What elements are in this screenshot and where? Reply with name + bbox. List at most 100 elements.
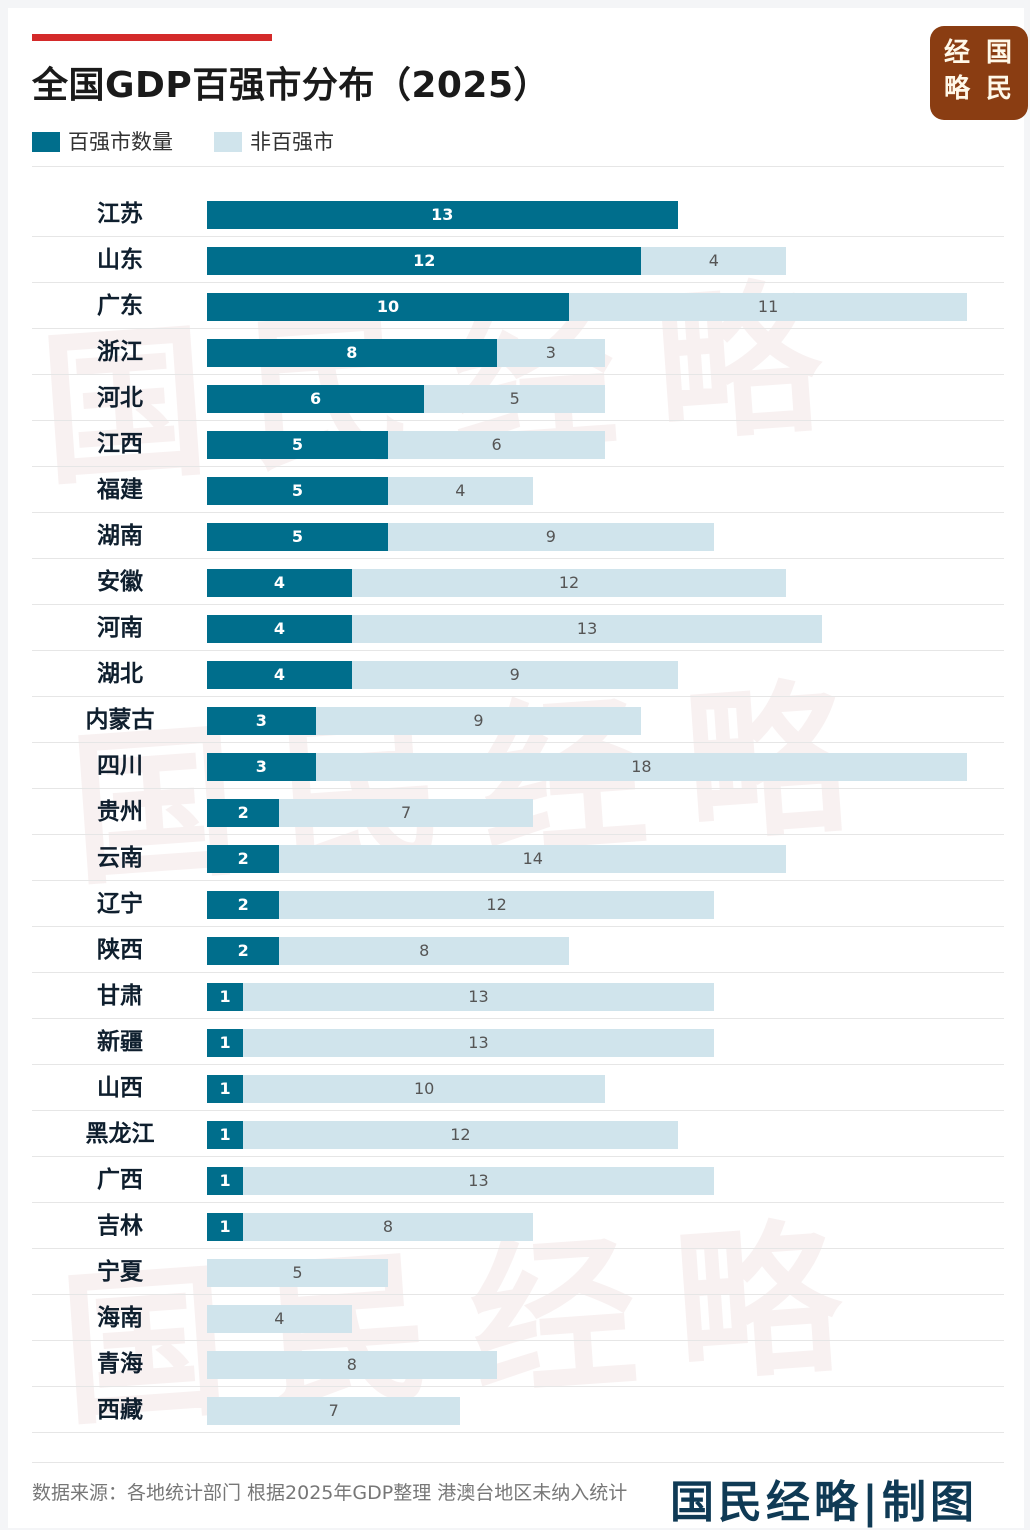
bar-segment-non-top100: 4	[388, 477, 533, 505]
category-label: 西藏	[97, 1397, 143, 1423]
legend-swatch-non-top100	[214, 132, 242, 152]
bar-segment-non-top100: 7	[279, 799, 533, 827]
category-label: 辽宁	[97, 891, 143, 917]
bar-segment-top100: 4	[207, 569, 352, 597]
row-divider	[32, 558, 1004, 559]
bar-segment-top100: 2	[207, 799, 280, 827]
bar-segment-top100: 1	[207, 1075, 244, 1103]
bar-segment-non-top100: 8	[279, 937, 569, 965]
row-divider	[32, 880, 1004, 881]
category-label: 山东	[97, 247, 143, 273]
bar-segment-top100: 5	[207, 431, 388, 459]
bar-segment-top100: 2	[207, 891, 280, 919]
logo-char: 民	[986, 74, 1013, 104]
row-divider	[32, 742, 1004, 743]
category-label: 内蒙古	[85, 707, 155, 733]
logo-char: 经	[944, 38, 971, 68]
row-divider	[32, 420, 1004, 421]
category-label: 江苏	[97, 201, 143, 227]
bar-segment-non-top100: 12	[279, 891, 714, 919]
category-label: 安徽	[97, 569, 143, 595]
bar-row: 江苏 13	[0, 191, 1030, 237]
row-divider	[32, 1110, 1004, 1111]
bar-row: 河南 4 13	[0, 605, 1030, 651]
bar-segment-non-top100: 9	[315, 707, 642, 735]
bar-segment-non-top100: 18	[315, 753, 968, 781]
bar-segment-non-top100: 3	[496, 339, 606, 367]
bar-segment-top100: 1	[207, 1029, 244, 1057]
row-divider	[32, 1340, 1004, 1341]
bar-row: 甘肃 1 13	[0, 973, 1030, 1019]
header-divider	[32, 166, 1004, 167]
bar-row: 黑龙江 1 12	[0, 1111, 1030, 1157]
bar-row: 西藏 7	[0, 1387, 1030, 1433]
row-divider	[32, 374, 1004, 375]
bar-segment-top100: 1	[207, 1121, 244, 1149]
row-divider	[32, 1156, 1004, 1157]
category-label: 宁夏	[97, 1259, 143, 1285]
category-label: 吉林	[97, 1213, 143, 1239]
category-label: 山西	[97, 1075, 143, 1101]
bar-segment-non-top100: 5	[207, 1259, 388, 1287]
bar-segment-non-top100: 13	[351, 615, 823, 643]
bar-row: 山西 1 10	[0, 1065, 1030, 1111]
category-label: 云南	[97, 845, 143, 871]
bar-row: 福建 5 4	[0, 467, 1030, 513]
bar-segment-non-top100: 4	[207, 1305, 352, 1333]
bar-segment-non-top100: 7	[207, 1397, 461, 1425]
bar-segment-top100: 2	[207, 937, 280, 965]
row-divider	[32, 1248, 1004, 1249]
row-divider	[32, 512, 1004, 513]
bar-segment-top100: 4	[207, 615, 352, 643]
bar-row: 宁夏 5	[0, 1249, 1030, 1295]
row-divider	[32, 1386, 1004, 1387]
bar-segment-non-top100: 9	[388, 523, 714, 551]
bar-segment-non-top100: 4	[641, 247, 787, 275]
category-label: 黑龙江	[85, 1121, 155, 1147]
bar-segment-non-top100: 12	[351, 569, 787, 597]
bar-segment-non-top100: 12	[243, 1121, 678, 1149]
brand-signature: 国民经略|制图	[670, 1477, 979, 1528]
row-divider	[32, 972, 1004, 973]
bar-row: 湖北 4 9	[0, 651, 1030, 697]
footer-divider	[32, 1462, 1004, 1463]
bar-row: 新疆 1 13	[0, 1019, 1030, 1065]
bar-row: 广东 10 11	[0, 283, 1030, 329]
logo-char: 国	[986, 38, 1013, 68]
bar-segment-top100: 5	[207, 477, 388, 505]
legend-label-top100: 百强市数量	[68, 130, 173, 154]
category-label: 河北	[97, 385, 143, 411]
row-divider	[32, 650, 1004, 651]
logo-char: 略	[944, 74, 971, 104]
row-divider	[32, 328, 1004, 329]
data-source-note: 数据来源：各地统计部门 根据2025年GDP整理 港澳台地区未纳入统计	[32, 1482, 628, 1504]
bar-row: 安徽 4 12	[0, 559, 1030, 605]
legend-swatch-top100	[32, 132, 60, 152]
category-label: 海南	[97, 1305, 143, 1331]
bar-row: 辽宁 2 12	[0, 881, 1030, 927]
bar-segment-non-top100: 14	[279, 845, 787, 873]
bar-segment-top100: 4	[207, 661, 352, 689]
category-label: 青海	[97, 1351, 143, 1377]
row-divider	[32, 604, 1004, 605]
category-label: 甘肃	[97, 983, 143, 1009]
category-label: 新疆	[97, 1029, 143, 1055]
category-label: 江西	[97, 431, 143, 457]
row-divider	[32, 236, 1004, 237]
bar-segment-non-top100: 11	[569, 293, 968, 321]
category-label: 河南	[97, 615, 143, 641]
category-label: 福建	[97, 477, 143, 503]
category-label: 浙江	[97, 339, 143, 365]
title-accent-bar	[32, 34, 272, 41]
bar-row: 四川 3 18	[0, 743, 1030, 789]
bar-segment-top100: 5	[207, 523, 388, 551]
row-divider	[32, 834, 1004, 835]
bar-segment-non-top100: 5	[424, 385, 606, 413]
category-label: 四川	[97, 753, 143, 779]
legend-label-non-top100: 非百强市	[250, 130, 334, 154]
row-divider	[32, 1064, 1004, 1065]
bar-row: 湖南 5 9	[0, 513, 1030, 559]
category-label: 广西	[97, 1167, 143, 1193]
bar-segment-top100: 3	[207, 707, 316, 735]
category-label: 湖南	[97, 523, 143, 549]
